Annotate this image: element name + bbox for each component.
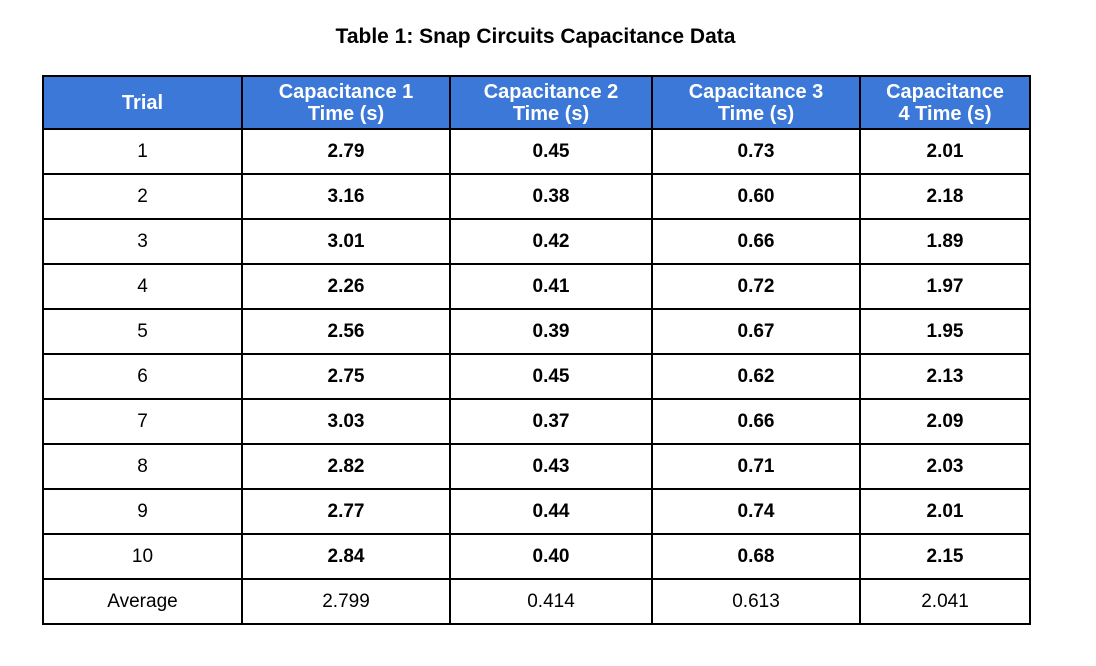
- capacitance-4-value-cell: 2.03: [859, 443, 1031, 490]
- capacitance-1-value-cell: 3.03: [241, 398, 451, 445]
- capacitance-4-value-cell: 2.09: [859, 398, 1031, 445]
- table-row-average: Average 2.799 0.414 0.613 2.041: [42, 578, 1031, 625]
- capacitance-4-average-cell: 2.041: [859, 578, 1031, 625]
- table-row-trial-9: 9 2.77 0.44 0.74 2.01: [42, 488, 1031, 535]
- column-header-capacitance-2-time: Capacitance 2 Time (s): [449, 75, 653, 130]
- capacitance-2-value-cell: 0.42: [449, 218, 653, 265]
- capacitance-3-value-cell: 0.66: [651, 218, 861, 265]
- capacitance-1-value-cell: 2.56: [241, 308, 451, 355]
- capacitance-2-value-cell: 0.38: [449, 173, 653, 220]
- capacitance-3-value-cell: 0.66: [651, 398, 861, 445]
- column-header-capacitance-4-time: Capacitance 4 Time (s): [859, 75, 1031, 130]
- capacitance-2-value-cell: 0.43: [449, 443, 653, 490]
- capacitance-1-value-cell: 3.16: [241, 173, 451, 220]
- table-row-trial-3: 3 3.01 0.42 0.66 1.89: [42, 218, 1031, 265]
- capacitance-3-value-cell: 0.71: [651, 443, 861, 490]
- capacitance-1-value-cell: 2.82: [241, 443, 451, 490]
- capacitance-1-average-cell: 2.799: [241, 578, 451, 625]
- capacitance-4-value-cell: 2.15: [859, 533, 1031, 580]
- capacitance-4-value-cell: 1.97: [859, 263, 1031, 310]
- table-title: Table 1: Snap Circuits Capacitance Data: [335, 25, 736, 48]
- trial-cell: 7: [42, 398, 243, 445]
- trial-cell: 10: [42, 533, 243, 580]
- table-row-trial-1: 1 2.79 0.45 0.73 2.01: [42, 128, 1031, 175]
- capacitance-4-value-cell: 1.89: [859, 218, 1031, 265]
- capacitance-2-value-cell: 0.39: [449, 308, 653, 355]
- table-row-trial-6: 6 2.75 0.45 0.62 2.13: [42, 353, 1031, 400]
- capacitance-2-value-cell: 0.37: [449, 398, 653, 445]
- capacitance-2-value-cell: 0.45: [449, 353, 653, 400]
- capacitance-3-value-cell: 0.62: [651, 353, 861, 400]
- capacitance-4-value-cell: 1.95: [859, 308, 1031, 355]
- capacitance-3-value-cell: 0.72: [651, 263, 861, 310]
- trial-cell: 2: [42, 173, 243, 220]
- table-row-trial-7: 7 3.03 0.37 0.66 2.09: [42, 398, 1031, 445]
- capacitance-1-value-cell: 2.26: [241, 263, 451, 310]
- capacitance-4-value-cell: 2.01: [859, 488, 1031, 535]
- trial-cell: 1: [42, 128, 243, 175]
- table-row-trial-8: 8 2.82 0.43 0.71 2.03: [42, 443, 1031, 490]
- capacitance-1-value-cell: 2.84: [241, 533, 451, 580]
- capacitance-4-value-cell: 2.01: [859, 128, 1031, 175]
- column-header-trial: Trial: [42, 75, 243, 130]
- trial-cell: 6: [42, 353, 243, 400]
- capacitance-2-average-cell: 0.414: [449, 578, 653, 625]
- trial-cell: 3: [42, 218, 243, 265]
- column-header-capacitance-3-time: Capacitance 3 Time (s): [651, 75, 861, 130]
- capacitance-3-value-cell: 0.73: [651, 128, 861, 175]
- capacitance-4-value-cell: 2.18: [859, 173, 1031, 220]
- capacitance-2-value-cell: 0.41: [449, 263, 653, 310]
- table-row-trial-2: 2 3.16 0.38 0.60 2.18: [42, 173, 1031, 220]
- capacitance-2-value-cell: 0.44: [449, 488, 653, 535]
- capacitance-2-value-cell: 0.45: [449, 128, 653, 175]
- capacitance-2-value-cell: 0.40: [449, 533, 653, 580]
- capacitance-3-average-cell: 0.613: [651, 578, 861, 625]
- column-header-capacitance-1-time: Capacitance 1 Time (s): [241, 75, 451, 130]
- capacitance-1-value-cell: 2.79: [241, 128, 451, 175]
- capacitance-1-value-cell: 2.77: [241, 488, 451, 535]
- capacitance-3-value-cell: 0.67: [651, 308, 861, 355]
- capacitance-3-value-cell: 0.74: [651, 488, 861, 535]
- average-label-cell: Average: [42, 578, 243, 625]
- trial-cell: 4: [42, 263, 243, 310]
- trial-cell: 8: [42, 443, 243, 490]
- table-row-trial-4: 4 2.26 0.41 0.72 1.97: [42, 263, 1031, 310]
- capacitance-1-value-cell: 2.75: [241, 353, 451, 400]
- trial-cell: 9: [42, 488, 243, 535]
- capacitance-3-value-cell: 0.60: [651, 173, 861, 220]
- capacitance-1-value-cell: 3.01: [241, 218, 451, 265]
- table-row-trial-5: 5 2.56 0.39 0.67 1.95: [42, 308, 1031, 355]
- capacitance-3-value-cell: 0.68: [651, 533, 861, 580]
- trial-cell: 5: [42, 308, 243, 355]
- capacitance-4-value-cell: 2.13: [859, 353, 1031, 400]
- table-row-trial-10: 10 2.84 0.40 0.68 2.15: [42, 533, 1031, 580]
